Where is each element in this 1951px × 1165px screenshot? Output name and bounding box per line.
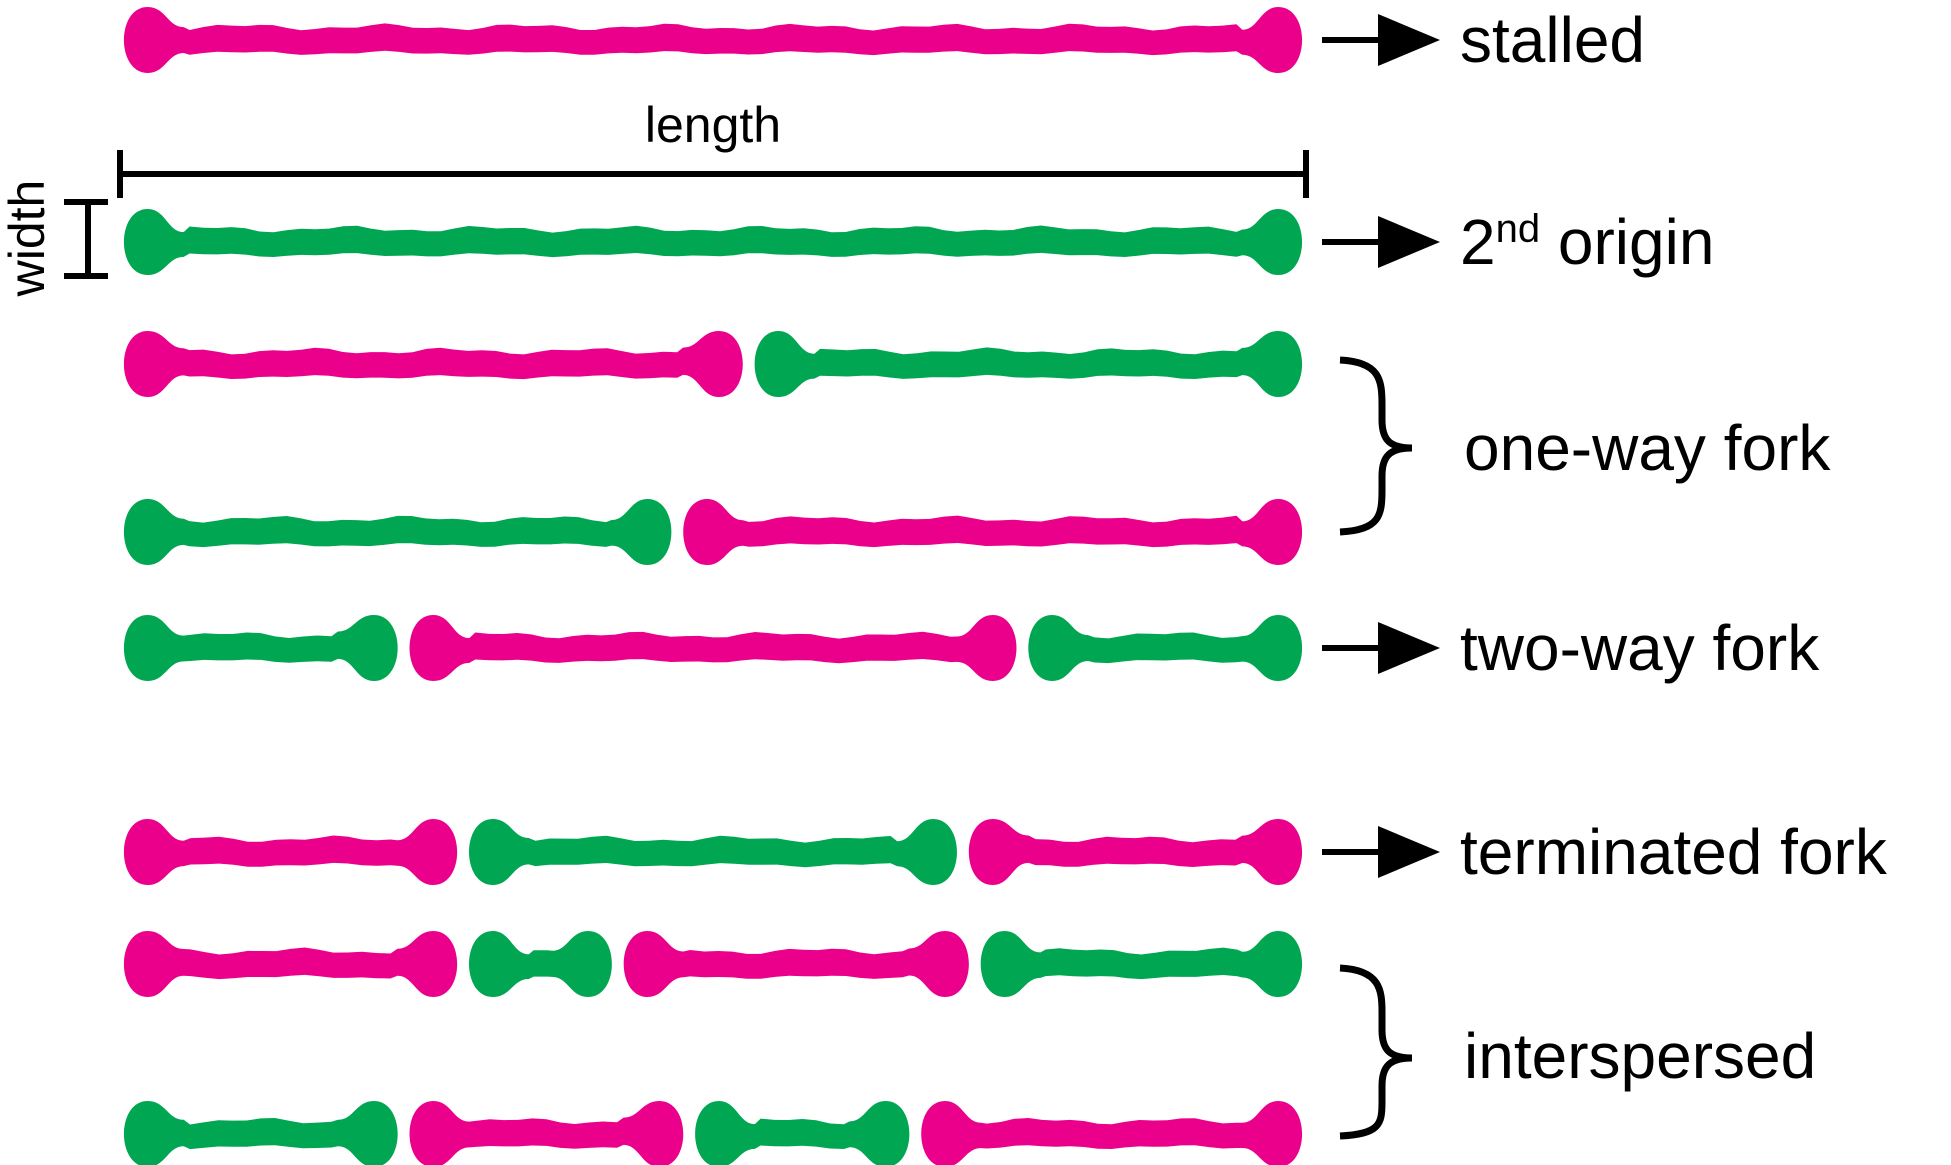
fiber-segment-red bbox=[123, 7, 1303, 73]
interspersed-label: interspersed bbox=[1464, 1020, 1816, 1092]
fiber-segment-green bbox=[754, 331, 1303, 397]
length-label: length bbox=[645, 97, 781, 153]
second-origin-number: 2 bbox=[1460, 206, 1496, 278]
fiber-segment-red bbox=[409, 615, 1017, 681]
fiber-segment-red bbox=[123, 819, 458, 885]
fiber-stalled bbox=[123, 7, 1303, 73]
fiber-segment-red bbox=[968, 819, 1303, 885]
fiber-segment-red bbox=[623, 931, 969, 997]
fiber-segment-green bbox=[980, 931, 1303, 997]
fiber-interspersed-a bbox=[123, 931, 1303, 997]
terminated-fork-arrow-icon bbox=[1322, 826, 1440, 878]
second-origin-word: origin bbox=[1540, 206, 1714, 278]
fiber-two-way-fork bbox=[123, 615, 1303, 681]
second-origin-arrow-icon bbox=[1322, 216, 1440, 268]
fiber-segment-green bbox=[469, 819, 957, 885]
second-origin-superscript: nd bbox=[1496, 207, 1541, 251]
width-indicator: width bbox=[0, 180, 108, 298]
fiber-segment-green bbox=[469, 931, 612, 997]
fibers-layer bbox=[123, 7, 1303, 1165]
fiber-second-origin bbox=[123, 209, 1303, 275]
stalled-arrow-icon bbox=[1322, 14, 1440, 66]
fiber-segment-green bbox=[123, 209, 1303, 275]
interspersed-brace-icon bbox=[1339, 964, 1413, 1140]
fiber-segment-red bbox=[123, 931, 458, 997]
fiber-segment-red bbox=[683, 499, 1303, 565]
stalled-label: stalled bbox=[1460, 4, 1645, 76]
width-label: width bbox=[0, 180, 55, 298]
second-origin-label: 2nd origin bbox=[1460, 206, 1714, 278]
fiber-segment-green bbox=[123, 499, 672, 565]
fiber-segment-green bbox=[123, 1101, 398, 1165]
fiber-one-way-fork-a bbox=[123, 331, 1303, 397]
two-way-fork-label: two-way fork bbox=[1460, 612, 1820, 684]
length-indicator: length bbox=[117, 97, 1309, 198]
fiber-segment-green bbox=[695, 1101, 910, 1165]
terminated-fork-label: terminated fork bbox=[1460, 816, 1888, 888]
one-way-fork-label: one-way fork bbox=[1464, 412, 1831, 484]
fiber-terminated-fork bbox=[123, 819, 1303, 885]
fiber-segment-red bbox=[123, 331, 743, 397]
one-way-fork-brace-icon bbox=[1339, 356, 1413, 536]
two-way-fork-arrow-icon bbox=[1322, 622, 1440, 674]
fiber-segment-green bbox=[123, 615, 398, 681]
fiber-segment-green bbox=[1028, 615, 1303, 681]
fiber-interspersed-b bbox=[123, 1101, 1303, 1165]
fiber-one-way-fork-b bbox=[123, 499, 1303, 565]
fiber-segment-red bbox=[921, 1101, 1303, 1165]
fiber-segment-red bbox=[409, 1101, 684, 1165]
